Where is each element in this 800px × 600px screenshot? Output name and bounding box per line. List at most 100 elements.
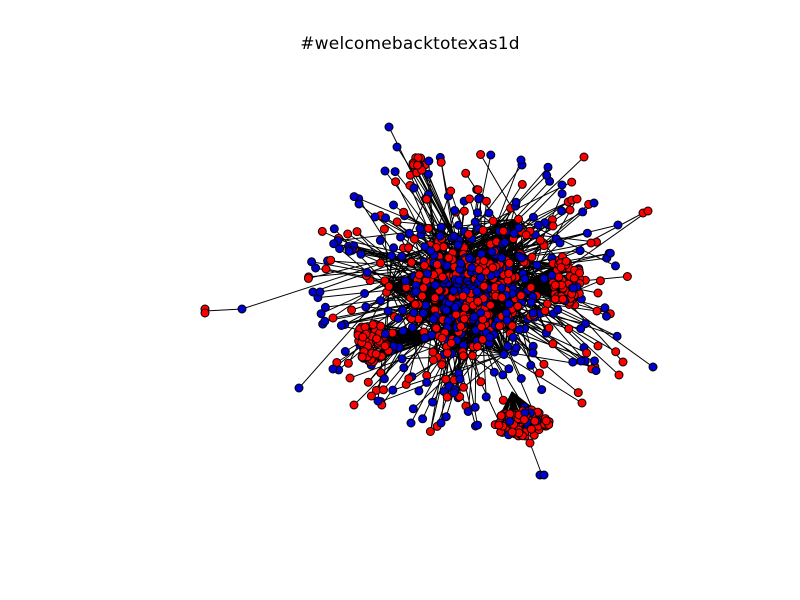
blue-node xyxy=(344,246,354,256)
blue-node xyxy=(456,258,466,268)
blue-node xyxy=(465,253,474,263)
graph-edge xyxy=(298,286,390,389)
red-node xyxy=(391,177,401,187)
red-node xyxy=(517,179,527,189)
red-node xyxy=(618,357,628,367)
blue-node xyxy=(516,155,526,165)
blue-node xyxy=(404,228,414,238)
blue-node xyxy=(473,208,482,218)
red-node xyxy=(437,333,447,343)
blue-node xyxy=(497,253,507,263)
red-node xyxy=(414,270,424,280)
red-node xyxy=(317,226,327,236)
red-node xyxy=(516,291,526,301)
red-node xyxy=(399,207,409,217)
red-node xyxy=(526,424,536,434)
blue-node xyxy=(397,251,407,261)
blue-node xyxy=(424,156,434,166)
graph-edge xyxy=(429,343,452,432)
blue-node xyxy=(504,299,514,309)
blue-node xyxy=(389,243,399,253)
red-node xyxy=(430,293,440,303)
blue-node xyxy=(449,286,459,296)
red-node xyxy=(459,206,469,216)
red-node xyxy=(504,269,514,278)
red-node xyxy=(347,305,357,315)
red-node xyxy=(513,301,523,311)
red-node xyxy=(456,321,466,331)
red-node xyxy=(465,194,474,204)
red-node xyxy=(349,400,359,410)
red-node xyxy=(461,168,471,178)
red-node xyxy=(379,224,389,234)
blue-node xyxy=(362,267,372,277)
blue-node xyxy=(420,333,430,343)
red-node xyxy=(404,243,413,253)
red-node xyxy=(368,320,378,330)
red-node xyxy=(593,288,603,298)
red-node xyxy=(565,205,575,215)
red-node xyxy=(459,382,468,392)
red-node xyxy=(422,194,432,204)
red-node xyxy=(496,411,506,421)
blue-node xyxy=(315,287,325,297)
blue-node xyxy=(399,363,409,373)
red-node xyxy=(474,265,484,274)
red-node xyxy=(558,294,568,304)
red-node xyxy=(577,398,587,408)
blue-node xyxy=(388,385,398,395)
blue-node xyxy=(526,297,536,307)
red-node xyxy=(498,226,508,236)
red-node xyxy=(544,323,554,333)
blue-node xyxy=(237,304,247,314)
red-node xyxy=(495,321,504,331)
blue-node xyxy=(575,246,585,256)
red-node xyxy=(569,273,579,283)
red-node xyxy=(525,438,535,448)
blue-node xyxy=(532,260,542,270)
blue-node xyxy=(426,246,436,256)
red-node xyxy=(459,314,469,324)
blue-node xyxy=(415,224,425,233)
red-node xyxy=(535,235,545,245)
red-node xyxy=(409,234,419,244)
red-node xyxy=(593,341,603,351)
blue-node xyxy=(537,385,547,395)
red-node xyxy=(479,256,489,266)
red-node xyxy=(431,323,441,333)
red-node xyxy=(343,229,353,239)
red-node xyxy=(611,347,621,357)
blue-node xyxy=(612,331,622,341)
blue-node xyxy=(449,388,459,398)
blue-node xyxy=(474,194,484,204)
red-node xyxy=(303,273,313,283)
blue-node xyxy=(553,305,563,315)
red-node xyxy=(561,256,571,266)
blue-node xyxy=(533,220,543,230)
blue-node xyxy=(605,248,615,258)
red-node xyxy=(548,339,558,349)
blue-node xyxy=(591,366,601,376)
graph-edge xyxy=(463,354,505,388)
blue-node xyxy=(516,374,526,383)
blue-node xyxy=(411,287,421,297)
blue-node xyxy=(389,200,398,210)
blue-node xyxy=(409,183,419,193)
red-node xyxy=(488,216,498,226)
blue-node xyxy=(383,306,393,316)
red-node xyxy=(478,225,488,235)
graph-edge xyxy=(204,308,243,312)
red-node xyxy=(458,291,468,301)
red-node xyxy=(424,223,433,233)
blue-node xyxy=(316,309,326,319)
blue-node xyxy=(454,220,463,230)
blue-node xyxy=(418,414,428,424)
blue-node xyxy=(354,199,364,209)
red-node xyxy=(476,150,486,159)
blue-node xyxy=(511,343,521,353)
graph-edge xyxy=(501,224,549,259)
blue-node xyxy=(390,167,400,177)
red-node xyxy=(488,263,498,273)
blue-node xyxy=(557,189,567,199)
blue-node xyxy=(401,276,411,286)
